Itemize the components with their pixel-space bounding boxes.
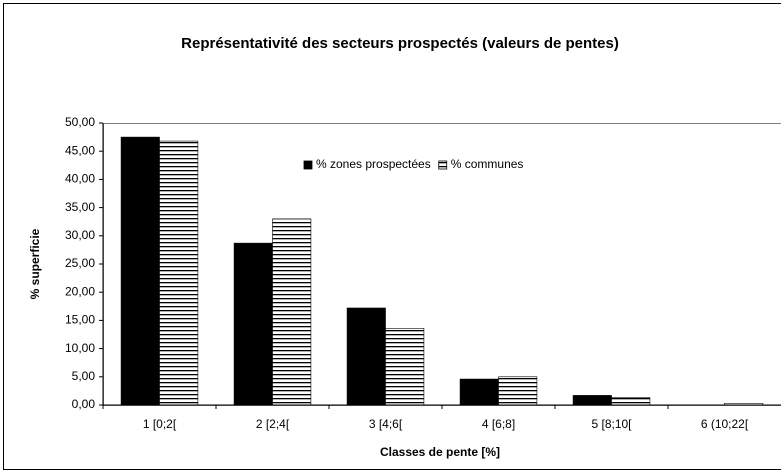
x-tick-label: 3 [4;6[ [369, 417, 403, 431]
legend-swatch [303, 160, 313, 170]
bar [233, 242, 273, 406]
y-tick-label: 5,00 [72, 369, 96, 383]
plot-area [103, 123, 781, 406]
legend-label: % communes [451, 157, 524, 171]
x-tick-label: 6 (10;22[ [701, 417, 749, 431]
y-tick-label: 50,00 [65, 115, 95, 129]
x-tick-label: 4 [6;8] [482, 417, 515, 431]
legend-swatch [438, 160, 448, 170]
bar [611, 397, 651, 406]
bar [385, 327, 425, 406]
x-tick-label: 2 [2;4[ [256, 417, 290, 431]
chart-title: Représentativité des secteurs prospectés… [181, 35, 619, 52]
legend-label: % zones prospectées [316, 157, 431, 171]
y-tick-label: 45,00 [65, 143, 95, 157]
bar [272, 218, 312, 406]
x-axis-label: Classes de pente [%] [380, 445, 500, 459]
y-tick-label: 10,00 [65, 341, 95, 355]
y-tick-label: 30,00 [65, 228, 95, 242]
bar [572, 395, 612, 406]
y-tick-label: 25,00 [65, 256, 95, 270]
bar [159, 140, 199, 406]
bar [498, 376, 538, 406]
bar [346, 307, 386, 406]
y-tick-label: 35,00 [65, 200, 95, 214]
x-tick-label: 1 [0;2[ [143, 417, 177, 431]
y-tick-label: 40,00 [65, 172, 95, 186]
bar [459, 378, 499, 406]
x-tick-label: 5 [8;10[ [591, 417, 632, 431]
y-tick-label: 15,00 [65, 313, 95, 327]
bar [120, 136, 160, 406]
y-tick-label: 20,00 [65, 284, 95, 298]
y-tick-label: 0,00 [72, 397, 96, 411]
y-axis-label: % superficie [28, 228, 42, 299]
